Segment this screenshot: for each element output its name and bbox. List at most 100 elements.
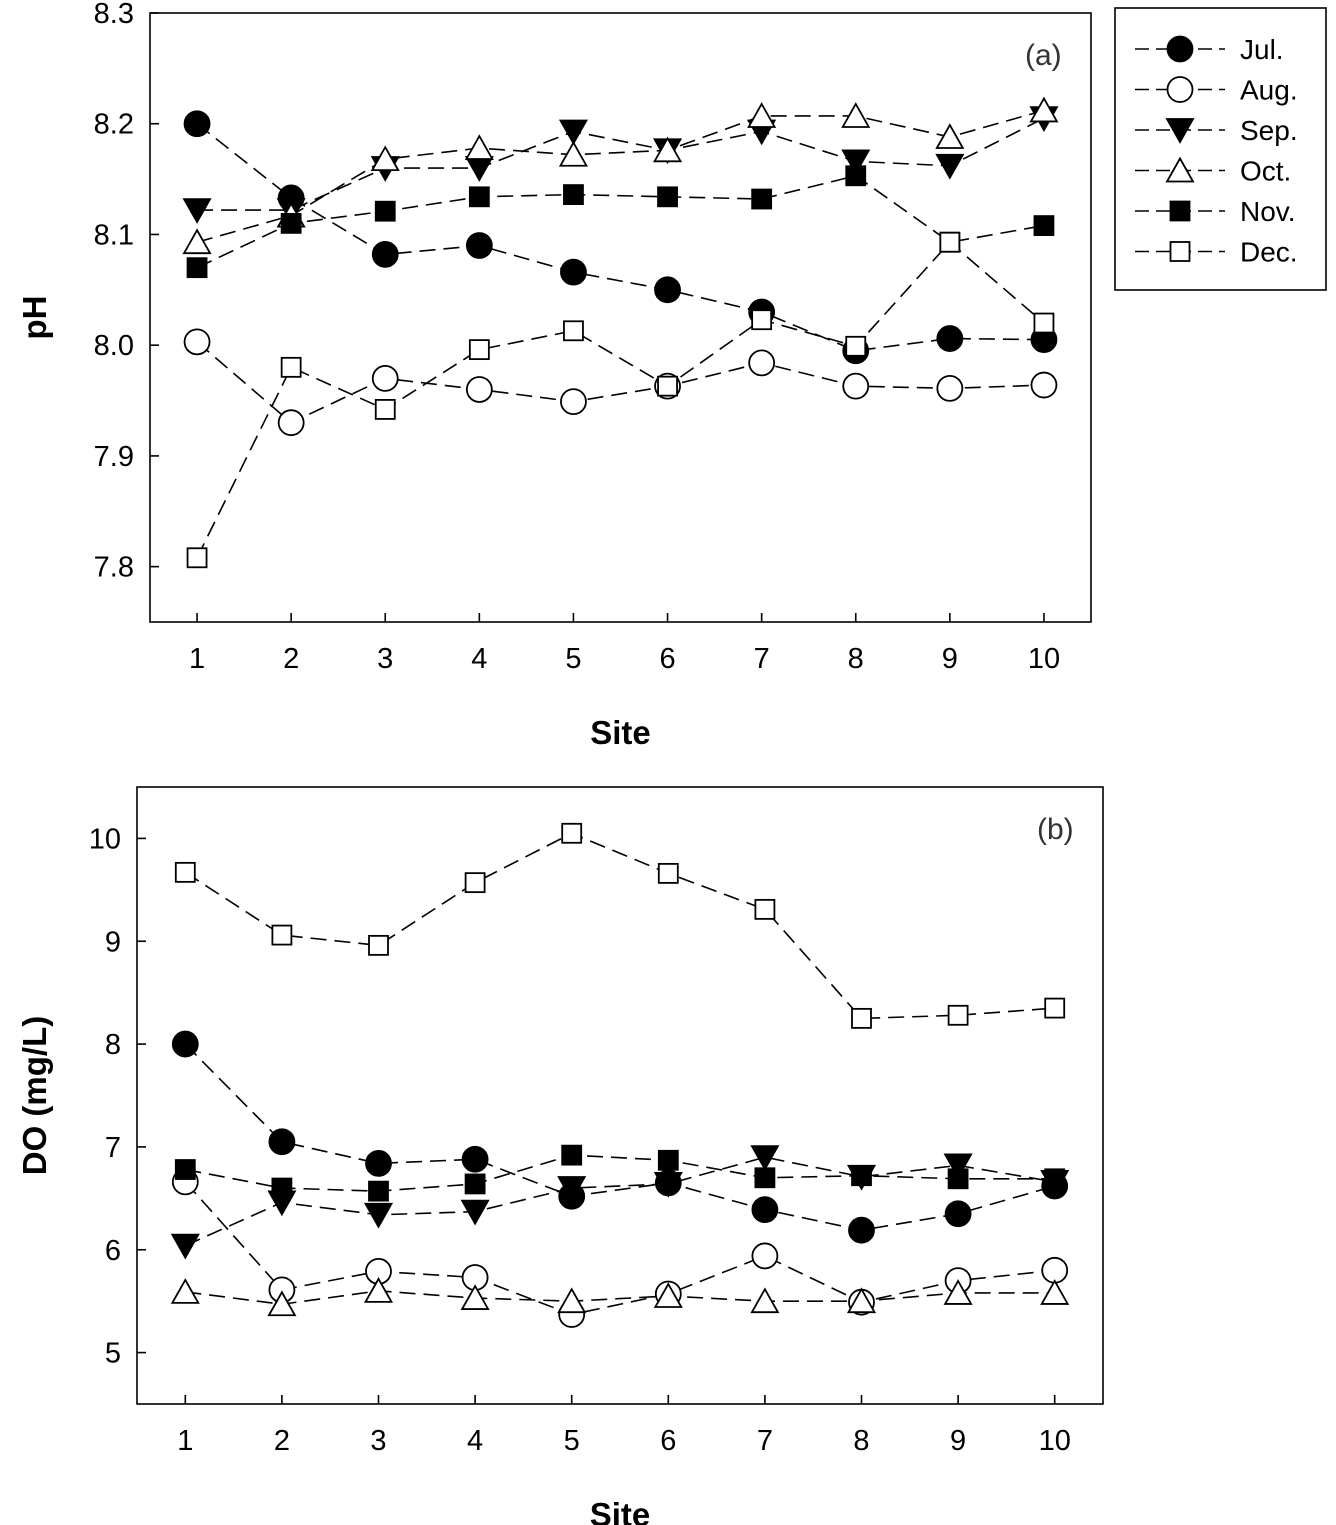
y-tick-label: 8.3 xyxy=(94,0,134,30)
legend-item-oct: Oct. xyxy=(1135,156,1291,187)
data-point-dec xyxy=(657,862,679,884)
data-point-sep xyxy=(935,153,965,180)
legend-marker-dec xyxy=(1169,241,1191,262)
data-point-dec xyxy=(174,861,196,883)
data-point-oct xyxy=(464,134,494,160)
x-tick-label: 10 xyxy=(1039,1425,1071,1457)
series-line-nov xyxy=(185,1154,1055,1192)
x-tick-label: 7 xyxy=(754,643,770,675)
series-markers-jul xyxy=(183,110,1058,365)
data-point-jul xyxy=(560,258,587,286)
data-point-nov xyxy=(754,1167,776,1189)
data-point-dec xyxy=(939,231,961,253)
x-tick-label: 2 xyxy=(283,643,299,675)
data-point-nov xyxy=(186,257,208,279)
x-tick-label: 8 xyxy=(848,643,864,675)
data-point-dec xyxy=(280,356,302,378)
x-tick-label: 4 xyxy=(471,643,487,675)
legend-item-jul: Jul. xyxy=(1135,34,1284,65)
legend-marker-sep xyxy=(1165,118,1195,144)
data-point-nov xyxy=(468,186,490,208)
x-tick-label: 5 xyxy=(564,1425,580,1457)
data-point-oct xyxy=(935,123,965,149)
data-point-dec xyxy=(464,872,486,894)
series-line-jul xyxy=(196,123,1044,352)
data-point-dec xyxy=(374,399,396,420)
x-tick-label: 7 xyxy=(757,1425,773,1457)
y-axis-title: pH xyxy=(16,296,53,340)
data-point-sep xyxy=(363,1202,394,1229)
series-markers-oct xyxy=(170,1277,1070,1317)
legend-label-sep: Sep. xyxy=(1240,115,1298,146)
y-tick-label: 8.2 xyxy=(94,109,134,141)
data-point-oct xyxy=(363,1277,394,1303)
series-markers-dec xyxy=(174,822,1066,1029)
data-point-dec xyxy=(468,339,490,361)
series-line-dec xyxy=(184,832,1055,1020)
data-point-sep xyxy=(653,1172,683,1198)
data-point-dec xyxy=(754,898,776,920)
series-markers-dec xyxy=(186,231,1055,569)
series-markers-oct xyxy=(182,96,1059,255)
data-point-dec xyxy=(1033,312,1055,334)
series-markers-aug xyxy=(183,328,1058,437)
data-point-aug xyxy=(1041,1256,1069,1284)
x-tick-label: 6 xyxy=(659,643,675,675)
series-line-oct xyxy=(196,109,1045,243)
data-point-nov xyxy=(464,1173,486,1195)
data-point-jul xyxy=(183,110,211,138)
data-point-aug xyxy=(1030,371,1058,399)
legend-box xyxy=(1114,7,1327,291)
data-point-jul xyxy=(654,276,681,304)
data-point-dec xyxy=(1044,997,1066,1019)
panel-a-ph-chart: 7.8 7.9 8.0 8.1 8.2 8.3 1 2 3 4 5 6 7 8 9 10 Site pH (a) xyxy=(16,0,1092,751)
plot-frame xyxy=(149,12,1092,623)
series-markers-nov xyxy=(174,1144,1066,1202)
data-point-dec xyxy=(851,1007,872,1029)
legend-label-nov: Nov. xyxy=(1240,196,1296,227)
y-tick-label: 8.0 xyxy=(94,330,134,362)
series-markers-sep xyxy=(170,1145,1070,1260)
data-point-nov xyxy=(368,1180,389,1202)
data-point-oct xyxy=(267,1290,297,1317)
y-tick-label: 7 xyxy=(105,1132,121,1164)
data-point-sep xyxy=(182,198,212,224)
data-point-dec xyxy=(657,375,678,397)
series-markers-jul xyxy=(171,1030,1069,1244)
x-axis-title: Site xyxy=(590,1496,651,1525)
data-point-jul xyxy=(936,325,964,352)
y-tick-label: 7.8 xyxy=(94,552,134,584)
data-point-nov xyxy=(751,188,773,210)
series-line-nov xyxy=(196,174,1045,269)
data-point-oct xyxy=(558,140,588,167)
data-point-oct xyxy=(653,136,683,163)
data-point-oct xyxy=(943,1279,973,1305)
x-tick-label: 1 xyxy=(189,643,205,675)
y-tick-label: 6 xyxy=(105,1235,121,1267)
x-tick-label: 5 xyxy=(565,643,581,675)
legend-marker-jul xyxy=(1166,35,1194,63)
y-tick-label: 5 xyxy=(105,1338,121,1370)
x-tick-label: 6 xyxy=(660,1425,676,1457)
data-point-sep xyxy=(557,1176,587,1202)
data-point-jul xyxy=(465,232,493,259)
legend-marker-aug xyxy=(1166,76,1194,103)
data-point-aug xyxy=(371,364,399,392)
series-line-sep xyxy=(184,1156,1055,1247)
x-tick-label: 8 xyxy=(853,1425,869,1457)
series-line-dec xyxy=(196,241,1045,559)
x-tick-label: 3 xyxy=(377,643,393,675)
data-point-jul xyxy=(461,1145,489,1173)
x-tick-label: 9 xyxy=(950,1425,966,1457)
data-point-oct xyxy=(170,1278,200,1304)
data-point-oct xyxy=(460,1284,490,1310)
data-point-aug xyxy=(560,388,587,416)
panel-label: (a) xyxy=(1025,39,1062,72)
data-point-nov xyxy=(657,1149,679,1171)
data-point-oct xyxy=(557,1287,587,1314)
data-point-aug xyxy=(751,1242,779,1270)
data-point-jul xyxy=(268,1128,296,1156)
data-point-jul xyxy=(751,1196,779,1224)
data-point-sep xyxy=(464,156,494,182)
